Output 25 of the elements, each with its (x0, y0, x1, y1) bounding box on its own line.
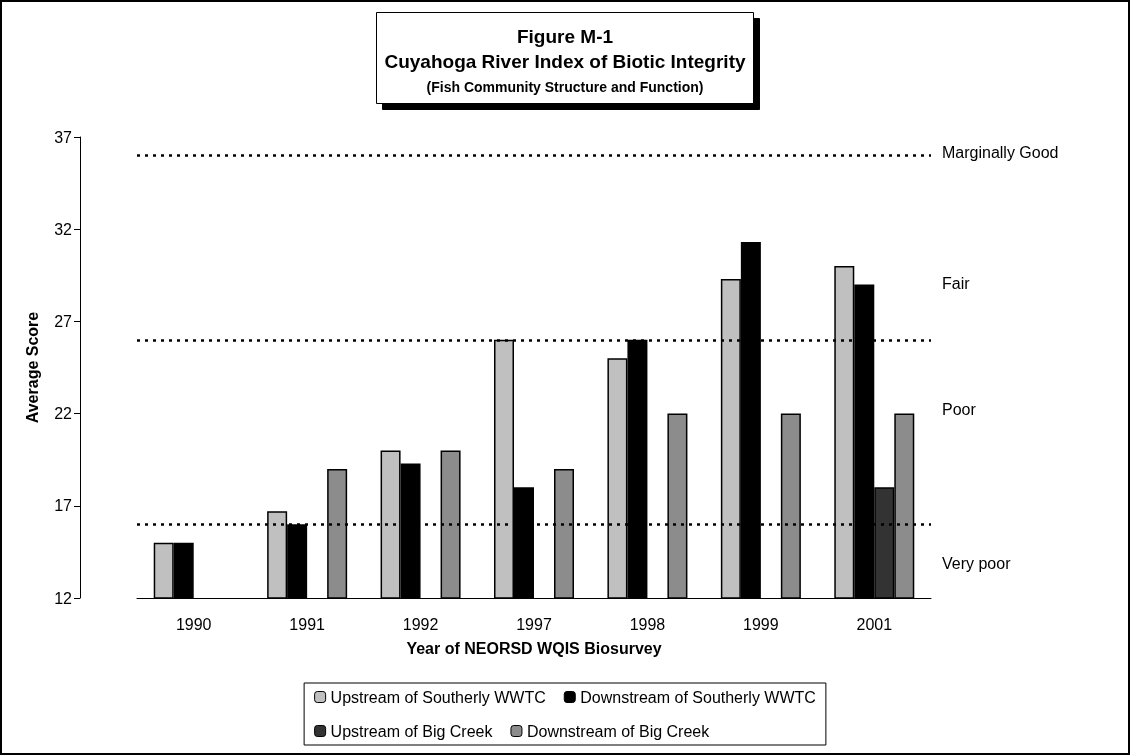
legend-label: Downstream of Big Creek (526, 722, 711, 740)
x-tick-label: 2001 (856, 615, 893, 633)
x-tick-label: 1998 (629, 615, 666, 633)
text: Poor (942, 400, 977, 418)
x-tick-label: 1992 (402, 615, 439, 633)
legend-label: Downstream of Southerly WWTC (580, 688, 816, 706)
x-tick-label: 1990 (175, 615, 212, 633)
text: Very poor (942, 554, 1012, 572)
y-tick-label: 37 (54, 128, 73, 146)
legend-label: Upstream of Southerly WWTC (330, 688, 546, 706)
y-axis-title: Average Score (23, 311, 41, 424)
x-tick-label: 1997 (516, 615, 552, 633)
x-tick-label: 1999 (743, 615, 779, 633)
y-tick-label: 17 (54, 497, 73, 515)
chart-subtitle: (Fish Community Structure and Function) (426, 79, 704, 95)
legend-label: Upstream of Big Creek (330, 722, 494, 740)
y-tick-label: 12 (54, 589, 73, 607)
chart-title: Figure M-1 Cuyahoga River Index of Biotic Integrity (384, 26, 746, 72)
text: Marginally Good (942, 143, 1059, 161)
x-axis-title: Year of NEORSD WQIS Biosurvey (406, 639, 662, 657)
y-tick-label: 32 (54, 220, 73, 238)
y-tick-label: 27 (54, 312, 73, 330)
y-tick-label: 22 (54, 405, 73, 423)
x-tick-label: 1991 (289, 615, 326, 633)
text: Fair (942, 274, 971, 292)
